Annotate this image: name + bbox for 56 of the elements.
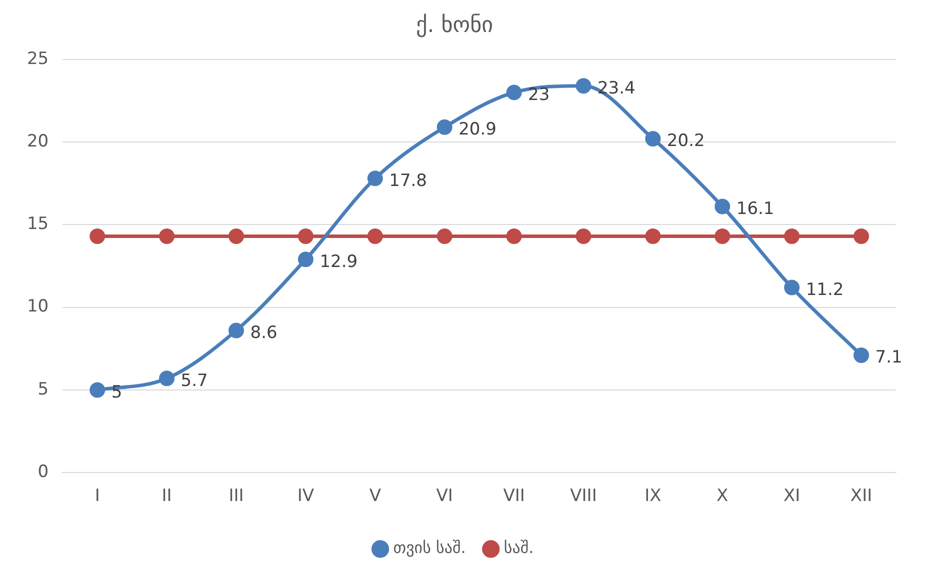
y-tick-label: 0 (38, 462, 49, 482)
point (854, 228, 870, 244)
point (506, 84, 522, 100)
point (159, 228, 175, 244)
point (506, 228, 522, 244)
data-label: 17.8 (389, 170, 428, 191)
point (90, 228, 106, 244)
x-tick-label: I (94, 486, 100, 506)
y-tick-label: 25 (26, 48, 49, 69)
point (159, 370, 175, 386)
point (367, 170, 383, 186)
point (298, 228, 314, 244)
data-label: 20.9 (458, 120, 496, 140)
point (784, 280, 800, 296)
x-tick-label: III (228, 486, 244, 506)
data-label: 7.1 (875, 348, 902, 368)
x-tick-label: VI (436, 486, 453, 506)
point (576, 78, 592, 94)
point (714, 228, 730, 244)
data-label: 5.7 (180, 370, 208, 391)
point (228, 228, 244, 244)
data-label: 23 (528, 84, 550, 105)
x-tick-label: VIII (570, 486, 597, 506)
x-tick-label: VII (503, 486, 525, 506)
x-tick-label: II (162, 486, 172, 506)
point (645, 228, 661, 244)
x-tick-label: IV (297, 486, 314, 506)
data-label: 16.1 (736, 198, 774, 219)
data-label: 20.2 (666, 131, 705, 152)
point (298, 252, 314, 268)
x-tick-label: X (716, 486, 729, 506)
data-label: 11.2 (806, 280, 844, 300)
legend-label: თვის საშ. (393, 538, 466, 558)
x-tick-label: XI (783, 486, 800, 506)
point (436, 119, 452, 135)
point (645, 130, 661, 146)
y-tick-label: 10 (26, 296, 49, 317)
x-tick-label: IX (644, 486, 662, 506)
point (436, 228, 452, 244)
y-tick-label: 15 (26, 214, 49, 234)
data-label: 8.6 (250, 322, 278, 343)
point (854, 348, 870, 363)
point (367, 228, 383, 244)
point (228, 322, 244, 338)
legend-label: საშ. (504, 538, 534, 558)
data-label: 23.4 (597, 78, 636, 98)
point (90, 382, 106, 398)
point (784, 228, 800, 244)
y-tick-label: 20 (26, 131, 49, 152)
y-tick-label: 5 (38, 379, 49, 400)
point (714, 198, 730, 214)
x-tick-label: XII (850, 486, 872, 506)
x-tick-label: V (369, 486, 382, 506)
data-label: 12.9 (320, 252, 358, 272)
chart-title: ქ. ხონი (416, 12, 493, 38)
point (576, 228, 592, 244)
